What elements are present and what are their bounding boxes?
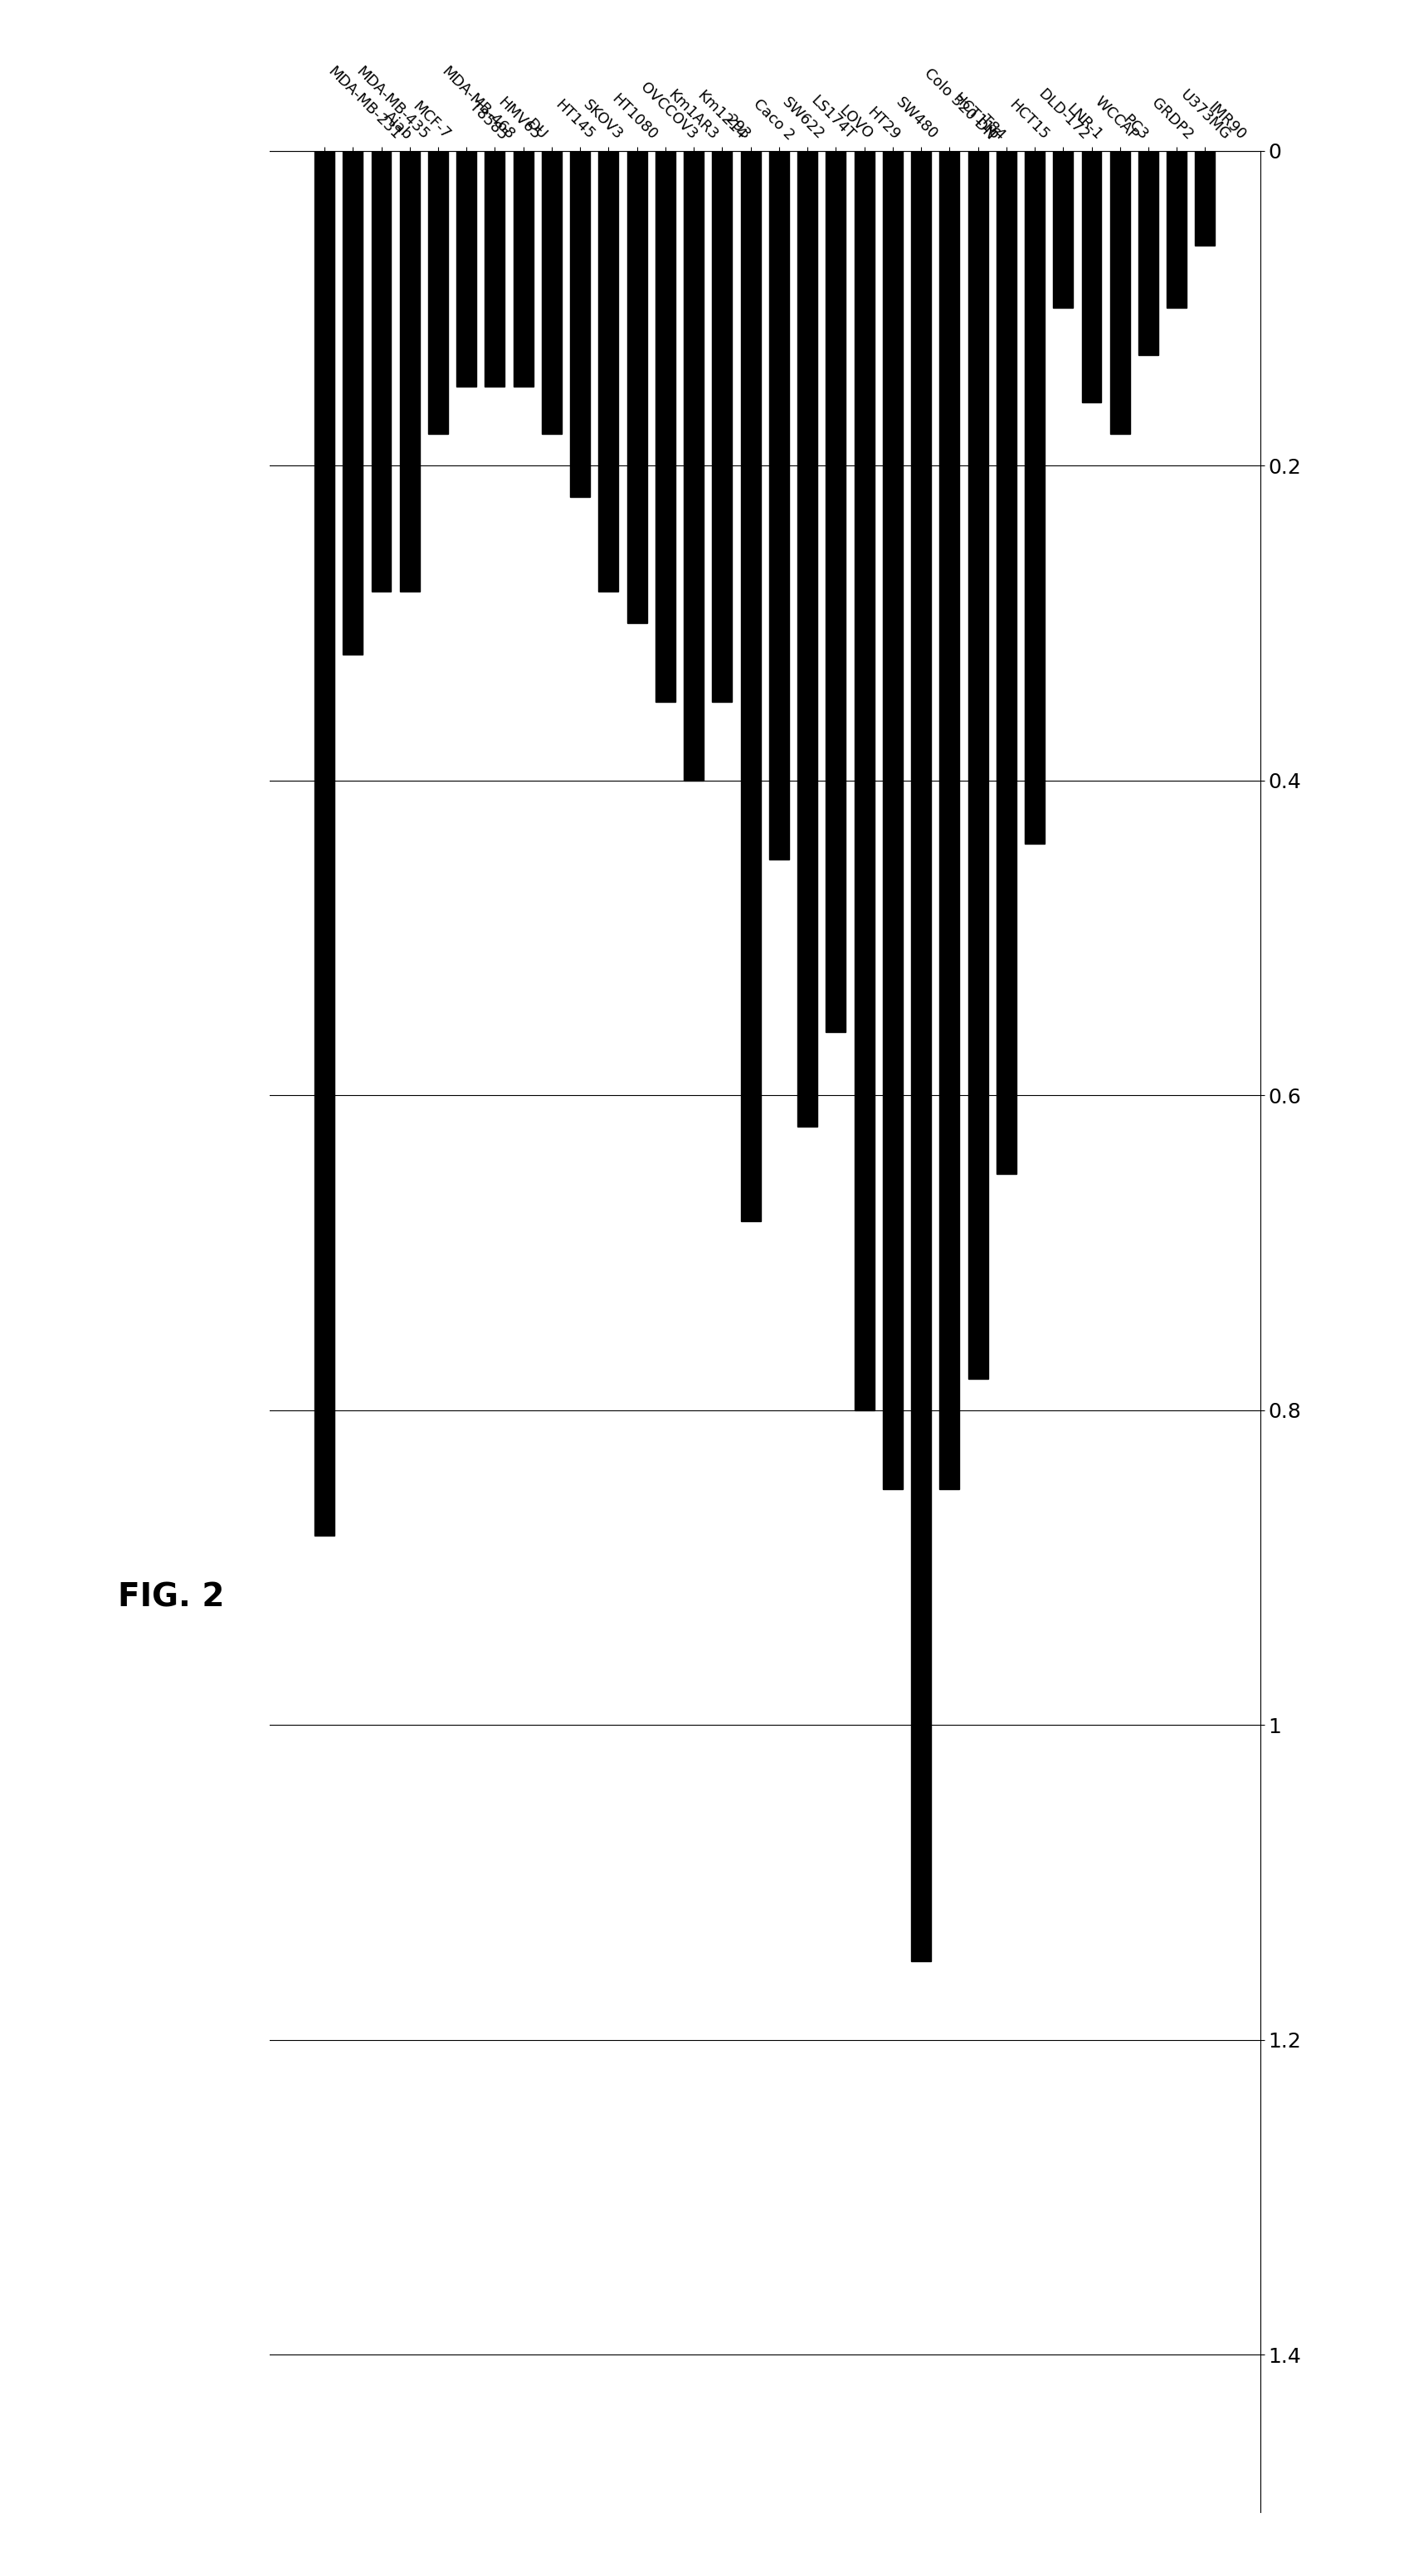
Bar — [1110, 152, 1130, 435]
Bar — [854, 152, 874, 1409]
Bar — [684, 152, 704, 781]
Bar — [797, 152, 817, 1126]
Bar — [343, 152, 363, 654]
Bar — [655, 152, 675, 701]
Bar — [713, 152, 733, 701]
Bar — [911, 152, 931, 1960]
Bar — [770, 152, 790, 860]
Bar — [883, 152, 902, 1489]
Bar — [1167, 152, 1187, 309]
Bar — [825, 152, 845, 1033]
Bar — [968, 152, 988, 1378]
Bar — [570, 152, 590, 497]
Bar — [514, 152, 533, 386]
Bar — [1195, 152, 1215, 245]
Bar — [741, 152, 761, 1221]
Bar — [541, 152, 561, 435]
Bar — [1081, 152, 1101, 402]
Bar — [428, 152, 448, 435]
Bar — [314, 152, 334, 1535]
Bar — [457, 152, 477, 386]
Bar — [627, 152, 647, 623]
Bar — [940, 152, 960, 1489]
Bar — [1138, 152, 1158, 355]
Bar — [1054, 152, 1072, 309]
Bar — [400, 152, 420, 592]
Bar — [371, 152, 391, 592]
Bar — [1025, 152, 1045, 842]
Bar — [486, 152, 506, 386]
Bar — [997, 152, 1017, 1175]
Bar — [598, 152, 618, 592]
Text: FIG. 2: FIG. 2 — [119, 1582, 224, 1613]
